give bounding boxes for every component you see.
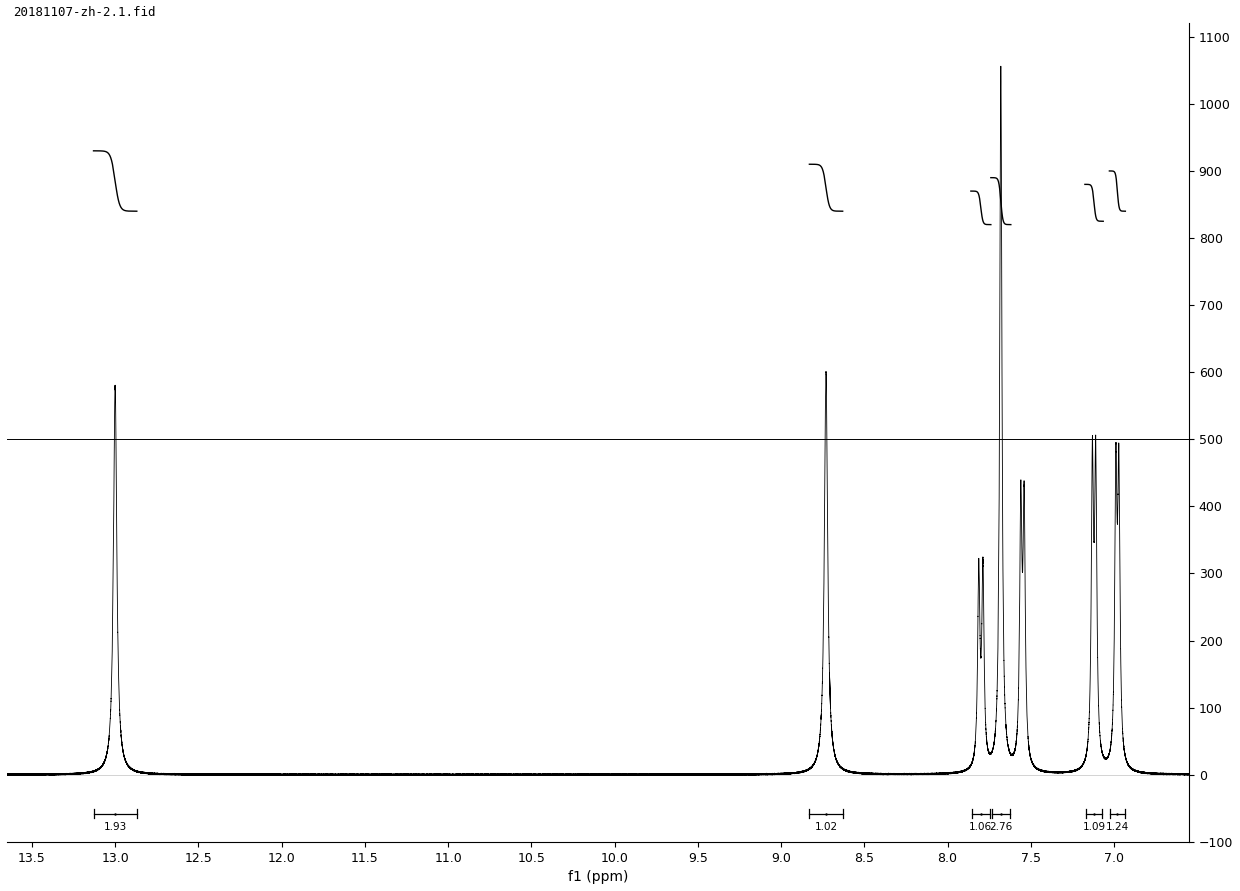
Text: 1.09: 1.09 bbox=[1083, 822, 1106, 832]
Text: 20181107-zh-2.1.fid: 20181107-zh-2.1.fid bbox=[12, 6, 155, 20]
Text: 1.24: 1.24 bbox=[1106, 822, 1128, 832]
Text: 2.76: 2.76 bbox=[990, 822, 1012, 832]
X-axis label: f1 (ppm): f1 (ppm) bbox=[568, 870, 629, 884]
Text: 1.93: 1.93 bbox=[103, 822, 126, 832]
Text: 1.02: 1.02 bbox=[815, 822, 837, 832]
Text: 1.06: 1.06 bbox=[970, 822, 992, 832]
